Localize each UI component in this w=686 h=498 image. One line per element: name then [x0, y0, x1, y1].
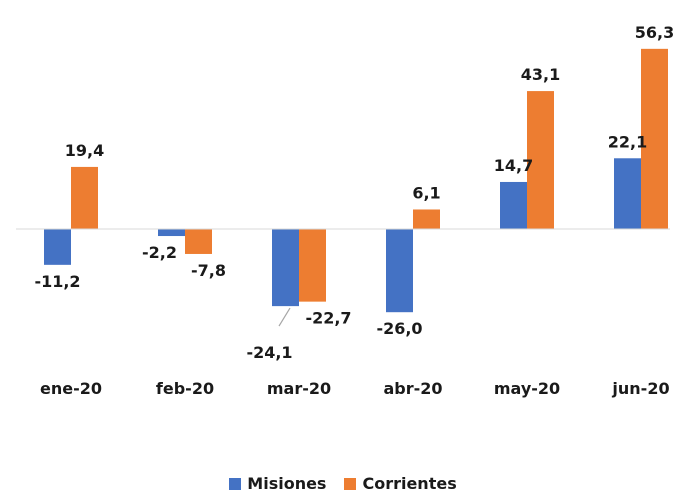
category-label-jun-20: jun-20 [611, 379, 669, 398]
bar-corrientes-feb-20 [185, 229, 212, 254]
data-label-misiones-abr-20: -26,0 [376, 319, 422, 338]
data-label-misiones-feb-20: -2,2 [142, 243, 177, 262]
category-label-mar-20: mar-20 [267, 379, 331, 398]
data-label-misiones-mar-20: -24,1 [246, 343, 292, 362]
bar-misiones-may-20 [500, 181, 527, 229]
data-label-corrientes-jun-20: 56,3 [635, 23, 674, 42]
legend: Misiones Corrientes [0, 474, 686, 493]
data-label-corrientes-ene-20: 19,4 [65, 141, 104, 160]
legend-item-misiones: Misiones [229, 474, 326, 493]
category-label-ene-20: ene-20 [40, 379, 102, 398]
legend-item-corrientes: Corrientes [344, 474, 457, 493]
data-label-corrientes-feb-20: -7,8 [191, 261, 226, 280]
leader-line [278, 307, 291, 327]
legend-swatch-misiones [229, 477, 242, 490]
bar-misiones-abr-20 [386, 229, 413, 313]
bar-corrientes-may-20 [527, 91, 554, 229]
category-label-feb-20: feb-20 [156, 379, 214, 398]
data-label-misiones-may-20: 14,7 [494, 156, 533, 175]
bar-misiones-mar-20 [272, 229, 299, 307]
bar-misiones-feb-20 [158, 229, 185, 237]
data-label-corrientes-mar-20: -22,7 [305, 309, 351, 328]
legend-label-misiones: Misiones [247, 474, 327, 493]
bar-misiones-jun-20 [614, 158, 641, 229]
data-labels-layer: -11,2 19,4 -2,2 -7,8 -24,1 -22,7 -26,0 6,1 14,7 4… [34, 23, 674, 362]
bar-corrientes-abr-20 [413, 209, 440, 229]
category-labels-layer: ene-20 feb-20 mar-20 abr-20 may-20 jun-20 [40, 379, 670, 398]
data-label-misiones-jun-20: 22,1 [608, 132, 647, 151]
data-label-misiones-ene-20: -11,2 [34, 272, 80, 291]
bars-layer [44, 48, 668, 313]
bar-misiones-ene-20 [44, 229, 71, 265]
category-label-may-20: may-20 [494, 379, 560, 398]
bar-corrientes-ene-20 [71, 166, 98, 229]
bar-corrientes-mar-20 [299, 229, 326, 302]
legend-swatch-corrientes [344, 477, 357, 490]
data-label-corrientes-abr-20: 6,1 [412, 183, 440, 202]
bar-corrientes-jun-20 [641, 48, 668, 230]
category-label-abr-20: abr-20 [383, 379, 442, 398]
data-label-corrientes-may-20: 43,1 [521, 65, 560, 84]
legend-label-corrientes: Corrientes [362, 474, 457, 493]
